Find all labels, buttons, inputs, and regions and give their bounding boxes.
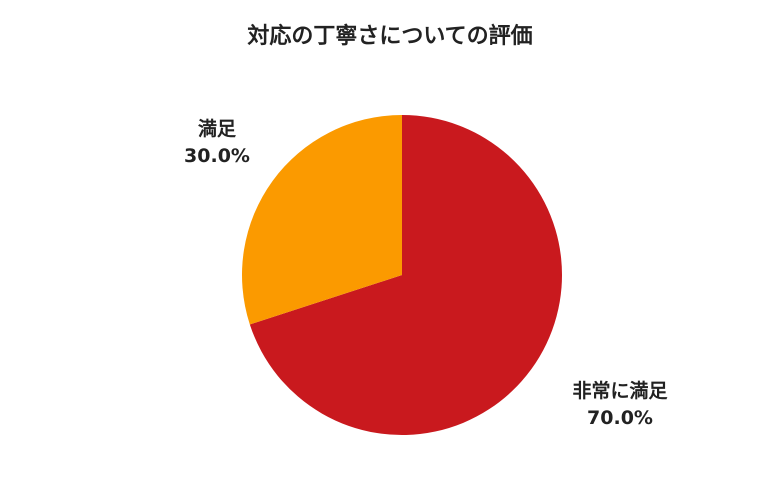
slice-label-text: 非常に満足 xyxy=(572,380,668,402)
slice-label-satisfied: 満足 30.0% xyxy=(137,116,297,170)
chart-title: 対応の丁寧さについての評価 xyxy=(247,24,533,49)
slice-label-very-satisfied: 非常に満足 70.0% xyxy=(540,378,700,432)
pie-slice-1 xyxy=(241,115,402,325)
slice-label-percent: 30.0% xyxy=(184,145,250,167)
slice-label-text: 満足 xyxy=(197,118,236,140)
slice-label-percent: 70.0% xyxy=(587,407,653,429)
pie-slice-0 xyxy=(249,115,563,435)
